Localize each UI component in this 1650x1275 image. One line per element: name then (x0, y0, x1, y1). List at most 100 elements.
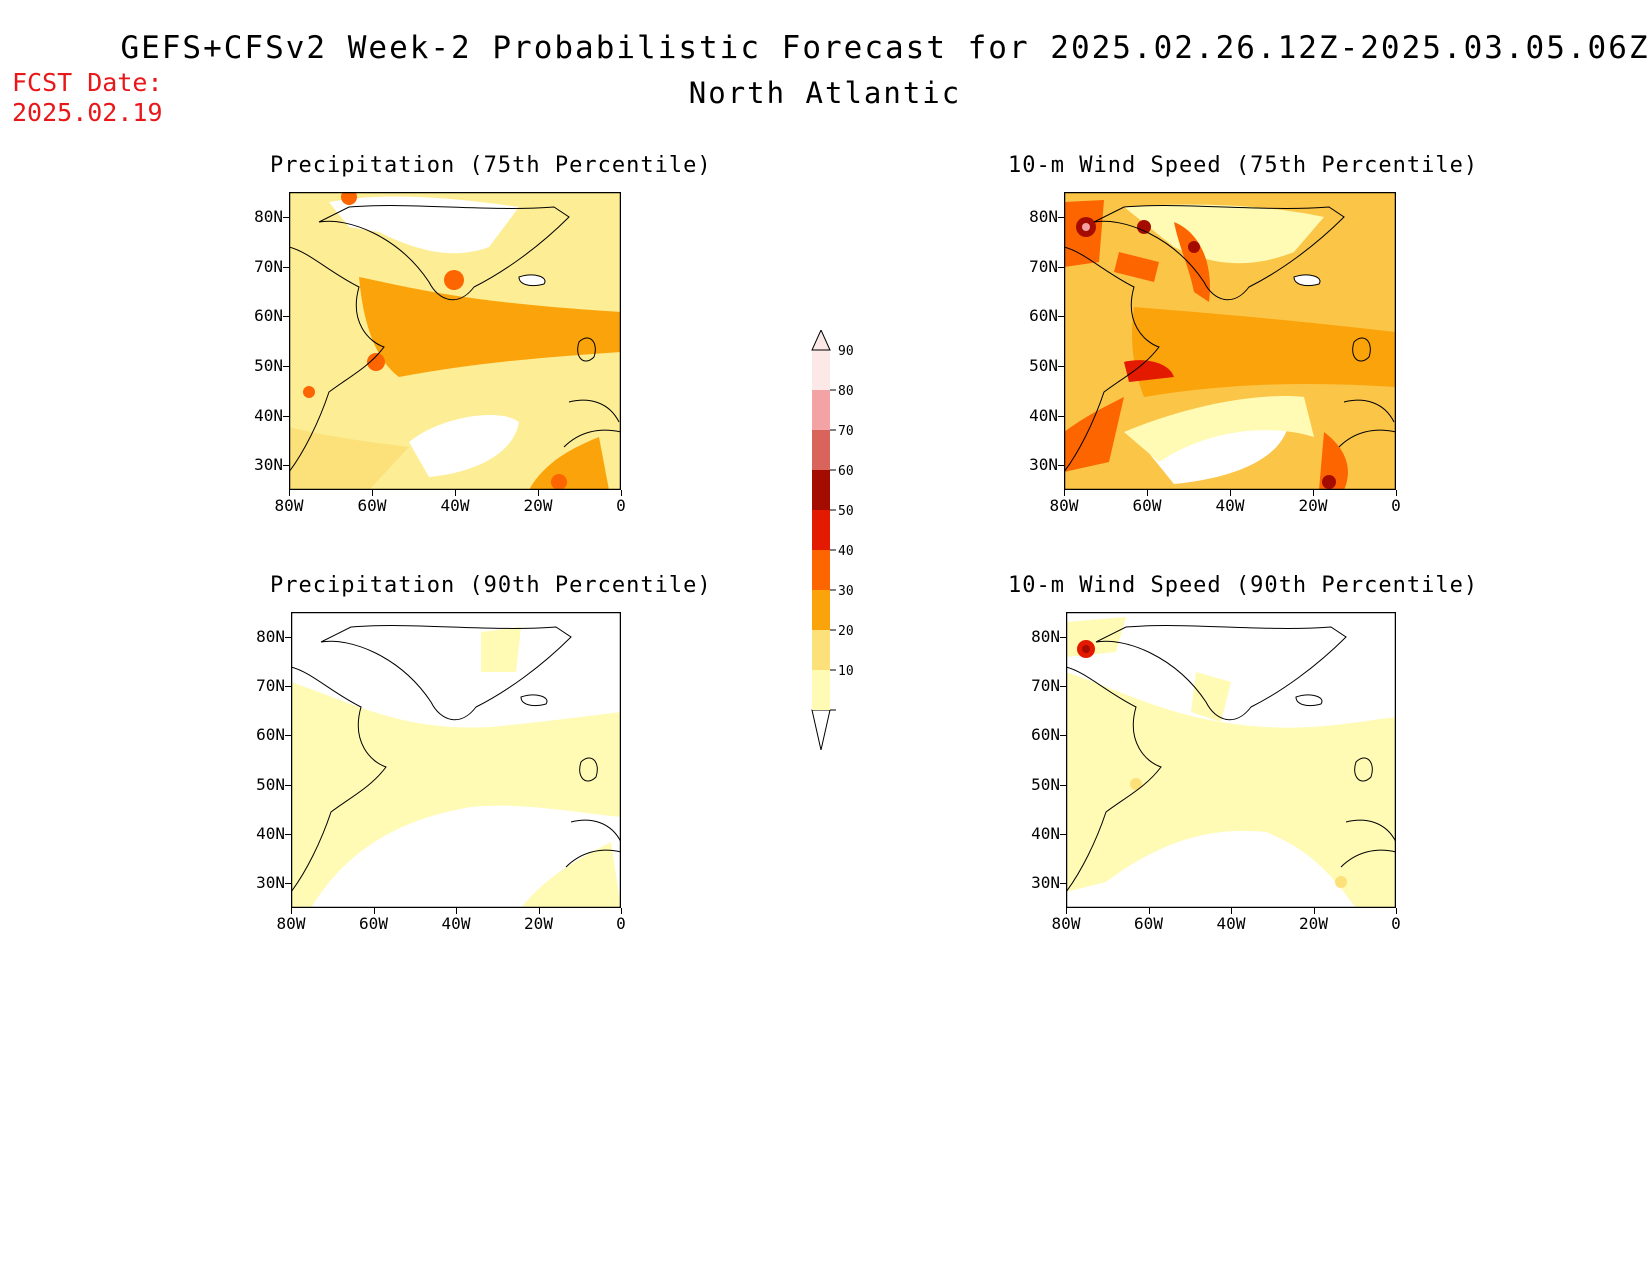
colorbar-segment (812, 470, 830, 510)
lat-tick (285, 883, 291, 885)
lat-label-precip90: 60N (256, 725, 285, 745)
lon-tick (1396, 908, 1397, 914)
lon-tick (1148, 908, 1150, 914)
lon-label-precip90: 0 (616, 914, 626, 933)
lon-tick (1066, 908, 1067, 914)
lat-tick (1058, 316, 1064, 318)
lon-tick (373, 908, 375, 914)
lat-tick (1058, 216, 1064, 218)
lat-tick (1058, 365, 1064, 367)
main-title: GEFS+CFSv2 Week-2 Probabilistic Forecast… (120, 30, 1650, 66)
map-wind90 (1066, 612, 1396, 908)
lon-tick (1231, 908, 1232, 914)
colorbar-level-label: 10 (838, 664, 854, 679)
lat-label-wind75: 50N (1029, 355, 1058, 375)
lon-tick (455, 490, 456, 496)
lat-label-precip90: 80N (256, 626, 285, 646)
lon-label-precip75: 40W (440, 496, 470, 515)
lon-label-wind75: 60W (1132, 496, 1162, 515)
lon-label-precip90: 60W (359, 914, 388, 933)
colorbar-upper-arrow (811, 328, 831, 351)
map-precip75 (289, 192, 621, 490)
lat-tick (285, 636, 291, 638)
colorbar-segment (812, 390, 830, 430)
lat-label-precip90: 50N (256, 774, 285, 794)
lon-label-wind90: 40W (1216, 914, 1246, 933)
lat-tick (283, 316, 289, 318)
lat-label-wind75: 70N (1029, 256, 1058, 276)
lat-label-wind90: 70N (1031, 676, 1060, 695)
lon-label-wind75: 80W (1049, 496, 1079, 515)
lon-label-wind75: 20W (1298, 496, 1328, 515)
lon-tick (538, 908, 540, 914)
lat-tick (1058, 415, 1064, 417)
lon-tick (538, 490, 539, 496)
lon-tick (289, 490, 290, 496)
lon-label-wind90: 60W (1134, 914, 1163, 933)
lat-label-precip75: 50N (254, 355, 283, 375)
lon-tick (621, 490, 622, 496)
colorbar-level-label: 90 (838, 344, 854, 359)
colorbar-level-label: 20 (838, 624, 854, 639)
lon-tick (1064, 490, 1065, 496)
lon-label-precip90: 80W (276, 914, 306, 933)
lat-label-precip75: 30N (254, 455, 283, 475)
panel-title-wind75: 10-m Wind Speed (75th Percentile) (1008, 153, 1479, 178)
region-subtitle: North Atlantic (688, 76, 962, 110)
lat-tick (1060, 834, 1066, 835)
colorbar (800, 328, 850, 754)
lat-label-precip90: 70N (256, 676, 285, 695)
lat-tick (1058, 465, 1064, 467)
lat-label-wind75: 30N (1029, 455, 1058, 475)
lon-label-wind90: 20W (1299, 914, 1328, 933)
colorbar-level-label: 30 (838, 584, 854, 599)
lat-label-wind75: 80N (1029, 206, 1058, 226)
lon-label-precip75: 20W (523, 496, 553, 515)
colorbar-segment (812, 350, 830, 390)
lat-label-precip75: 80N (254, 206, 283, 226)
lat-label-precip75: 70N (254, 256, 283, 276)
lat-label-precip90: 40N (256, 824, 285, 843)
lon-label-precip75: 80W (274, 496, 304, 515)
lat-tick (283, 415, 289, 417)
lon-label-precip75: 60W (357, 496, 387, 515)
lat-tick (283, 465, 289, 467)
lat-tick (283, 216, 289, 218)
lat-label-wind75: 40N (1029, 405, 1058, 425)
lon-tick (1313, 490, 1314, 496)
lat-tick (283, 266, 289, 268)
lat-tick (285, 686, 291, 687)
lat-label-wind90: 60N (1031, 725, 1060, 745)
lat-label-wind90: 50N (1031, 774, 1060, 794)
lat-label-wind90: 40N (1031, 824, 1060, 843)
panel-title-wind90: 10-m Wind Speed (90th Percentile) (1008, 573, 1479, 598)
lat-tick (1060, 735, 1066, 737)
lon-label-precip90: 40W (441, 914, 471, 933)
lon-label-wind90: 80W (1051, 914, 1081, 933)
lon-label-precip90: 20W (524, 914, 553, 933)
lon-tick (621, 908, 622, 914)
forecast-date-value: 2025.02.19 (12, 98, 163, 127)
lat-label-precip75: 60N (254, 306, 283, 326)
lon-label-wind75: 40W (1215, 496, 1245, 515)
colorbar-level-label: 60 (838, 464, 854, 479)
colorbar-segment (812, 590, 830, 630)
lat-tick (283, 365, 289, 367)
colorbar-lower-arrow (811, 709, 831, 751)
panel-title-precip90: Precipitation (90th Percentile) (270, 573, 712, 598)
lon-label-wind75: 0 (1391, 496, 1401, 515)
lat-label-precip90: 30N (256, 873, 285, 893)
lon-tick (1396, 490, 1397, 496)
lat-label-wind90: 30N (1031, 873, 1060, 893)
map-wind75 (1064, 192, 1396, 490)
lon-tick (1230, 490, 1231, 496)
colorbar-segment (812, 430, 830, 470)
forecast-date-label: FCST Date: (12, 68, 163, 97)
panel-title-precip75: Precipitation (75th Percentile) (270, 153, 712, 178)
lon-tick (291, 908, 292, 914)
lat-tick (1058, 266, 1064, 268)
lon-label-precip75: 0 (616, 496, 626, 515)
lat-tick (1060, 883, 1066, 885)
colorbar-segment (812, 630, 830, 670)
lat-tick (1060, 636, 1066, 638)
